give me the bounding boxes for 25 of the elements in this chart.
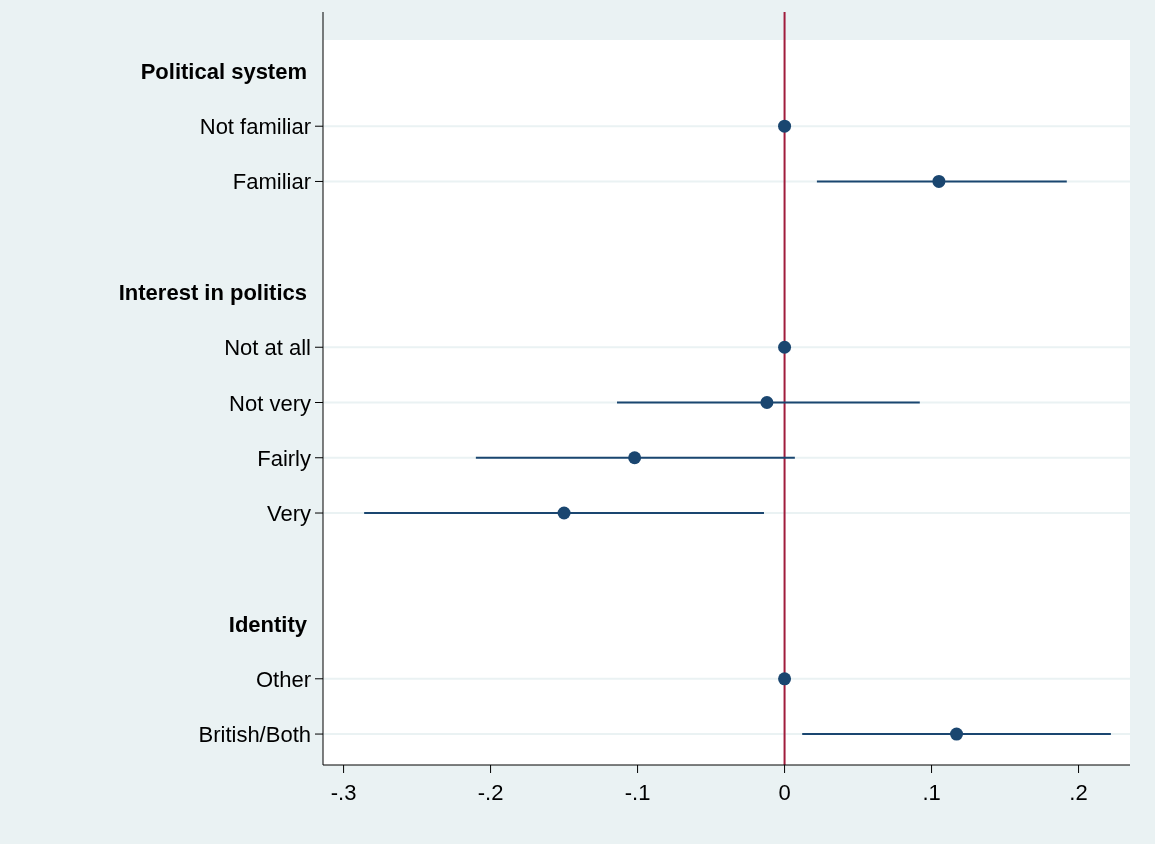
x-tick-label: -.1 bbox=[624, 780, 651, 805]
y-tick-label: Very bbox=[266, 501, 311, 527]
point bbox=[932, 174, 946, 188]
y-tick-label: Familiar bbox=[232, 169, 311, 195]
y-tick-label: Political system bbox=[140, 58, 307, 84]
point bbox=[628, 451, 642, 465]
y-tick-label: Interest in politics bbox=[118, 279, 307, 305]
point bbox=[950, 727, 964, 741]
y-tick-label: Not familiar bbox=[199, 114, 311, 140]
x-tick-label: 0 bbox=[778, 780, 791, 805]
x-tick-label: -.3 bbox=[330, 780, 357, 805]
y-tick-label: British/Both bbox=[198, 722, 311, 748]
point bbox=[778, 672, 792, 686]
point bbox=[778, 119, 792, 133]
x-tick-label: -.2 bbox=[477, 780, 504, 805]
y-tick-label: Fairly bbox=[257, 445, 311, 471]
point bbox=[778, 340, 792, 354]
y-tick-label: Other bbox=[255, 666, 311, 692]
point bbox=[760, 396, 774, 409]
point bbox=[557, 506, 571, 520]
y-tick-label: Identity bbox=[228, 611, 308, 637]
y-tick-label: Not at all bbox=[224, 335, 311, 361]
x-tick-label: .1 bbox=[922, 780, 941, 805]
x-tick-label: .2 bbox=[1069, 780, 1088, 805]
y-tick-label: Not very bbox=[229, 390, 311, 416]
